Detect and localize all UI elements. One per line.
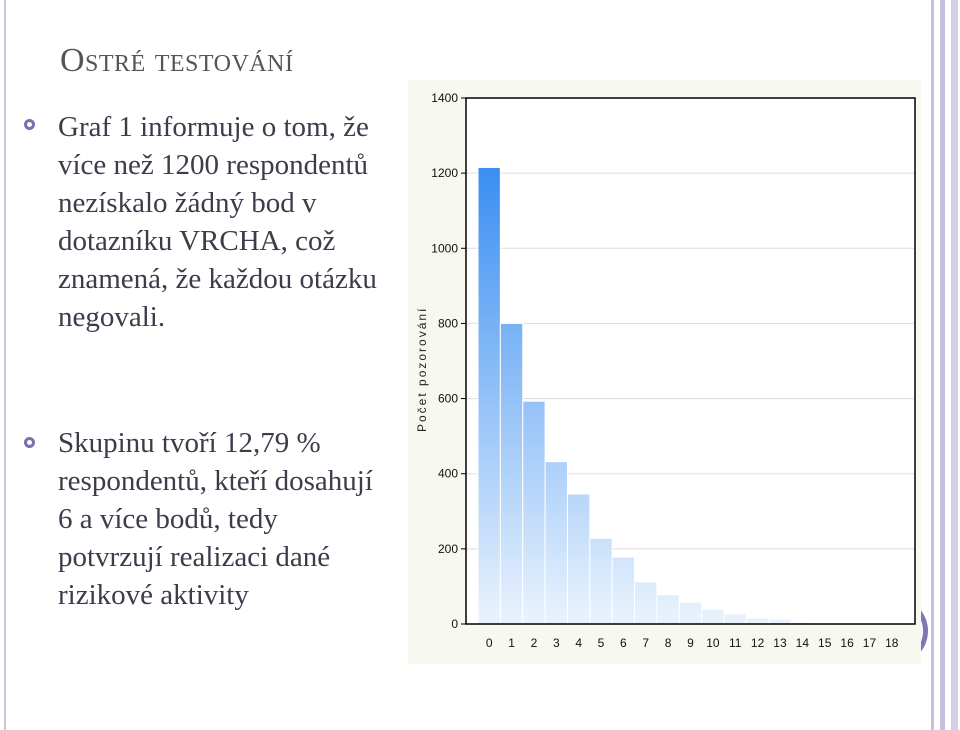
x-tick-label: 17 xyxy=(863,636,877,650)
x-tick-label: 15 xyxy=(818,636,832,650)
bullet-text-2: Skupinu tvoří 12,79 % respondentů, kteří… xyxy=(58,427,373,611)
histogram-bar xyxy=(589,537,613,625)
x-tick-label: 13 xyxy=(773,636,787,650)
x-tick-label: 0 xyxy=(486,636,493,650)
x-tick-label: 10 xyxy=(706,636,720,650)
x-tick-label: 7 xyxy=(642,636,649,650)
bullet-icon xyxy=(24,437,35,448)
slide-frame-left xyxy=(4,0,6,730)
x-tick-label: 8 xyxy=(665,636,672,650)
histogram-bar xyxy=(656,594,680,625)
histogram-bar xyxy=(544,461,568,625)
slide-title: Ostré testování xyxy=(60,42,294,79)
histogram-bar xyxy=(634,581,658,625)
x-tick-label: 6 xyxy=(620,636,627,650)
y-axis-label: Počet pozorování xyxy=(415,306,429,432)
y-tick-label: 1400 xyxy=(431,91,458,105)
x-tick-label: 1 xyxy=(508,636,515,650)
y-tick-label: 600 xyxy=(438,392,458,406)
y-tick-label: 1200 xyxy=(431,166,458,180)
x-tick-label: 9 xyxy=(687,636,694,650)
y-tick-label: 200 xyxy=(438,542,458,556)
plot-frame xyxy=(465,97,916,625)
bullet-text-1: Graf 1 informuje o tom, že více než 1200… xyxy=(58,111,377,333)
y-tick-label: 400 xyxy=(438,467,458,481)
x-tick-label: 16 xyxy=(840,636,854,650)
histogram-bar xyxy=(745,617,770,625)
slide-frame-right-1 xyxy=(931,0,934,730)
slide-frame-right-2 xyxy=(940,0,945,730)
histogram-bar xyxy=(701,608,725,625)
histogram-bar xyxy=(499,322,524,625)
x-tick-label: 3 xyxy=(553,636,560,650)
y-tick-label: 800 xyxy=(438,316,458,330)
y-tick-label: 0 xyxy=(451,617,458,631)
x-tick-label: 11 xyxy=(729,636,742,650)
histogram-bar xyxy=(477,167,501,625)
histogram-bar xyxy=(566,493,591,625)
x-tick-label: 12 xyxy=(751,636,765,650)
bullet-icon xyxy=(24,119,35,130)
histogram-chart: 0 200 400 600 800 1000 1200 1400 0 1 2 3 4 5 6 7 8 9 10 11 1… xyxy=(408,80,921,664)
x-tick-label: 18 xyxy=(885,636,899,650)
x-tick-label: 5 xyxy=(598,636,605,650)
y-tick-label: 1000 xyxy=(431,241,458,255)
x-tick-label: 4 xyxy=(575,636,582,650)
x-tick-label: 14 xyxy=(796,636,810,650)
slide-frame-right-3 xyxy=(951,0,958,730)
histogram-bar xyxy=(611,556,636,625)
histogram-bar xyxy=(723,613,747,625)
x-tick-label: 2 xyxy=(531,636,538,650)
histogram-bar xyxy=(522,400,546,625)
histogram-bar xyxy=(678,601,703,625)
